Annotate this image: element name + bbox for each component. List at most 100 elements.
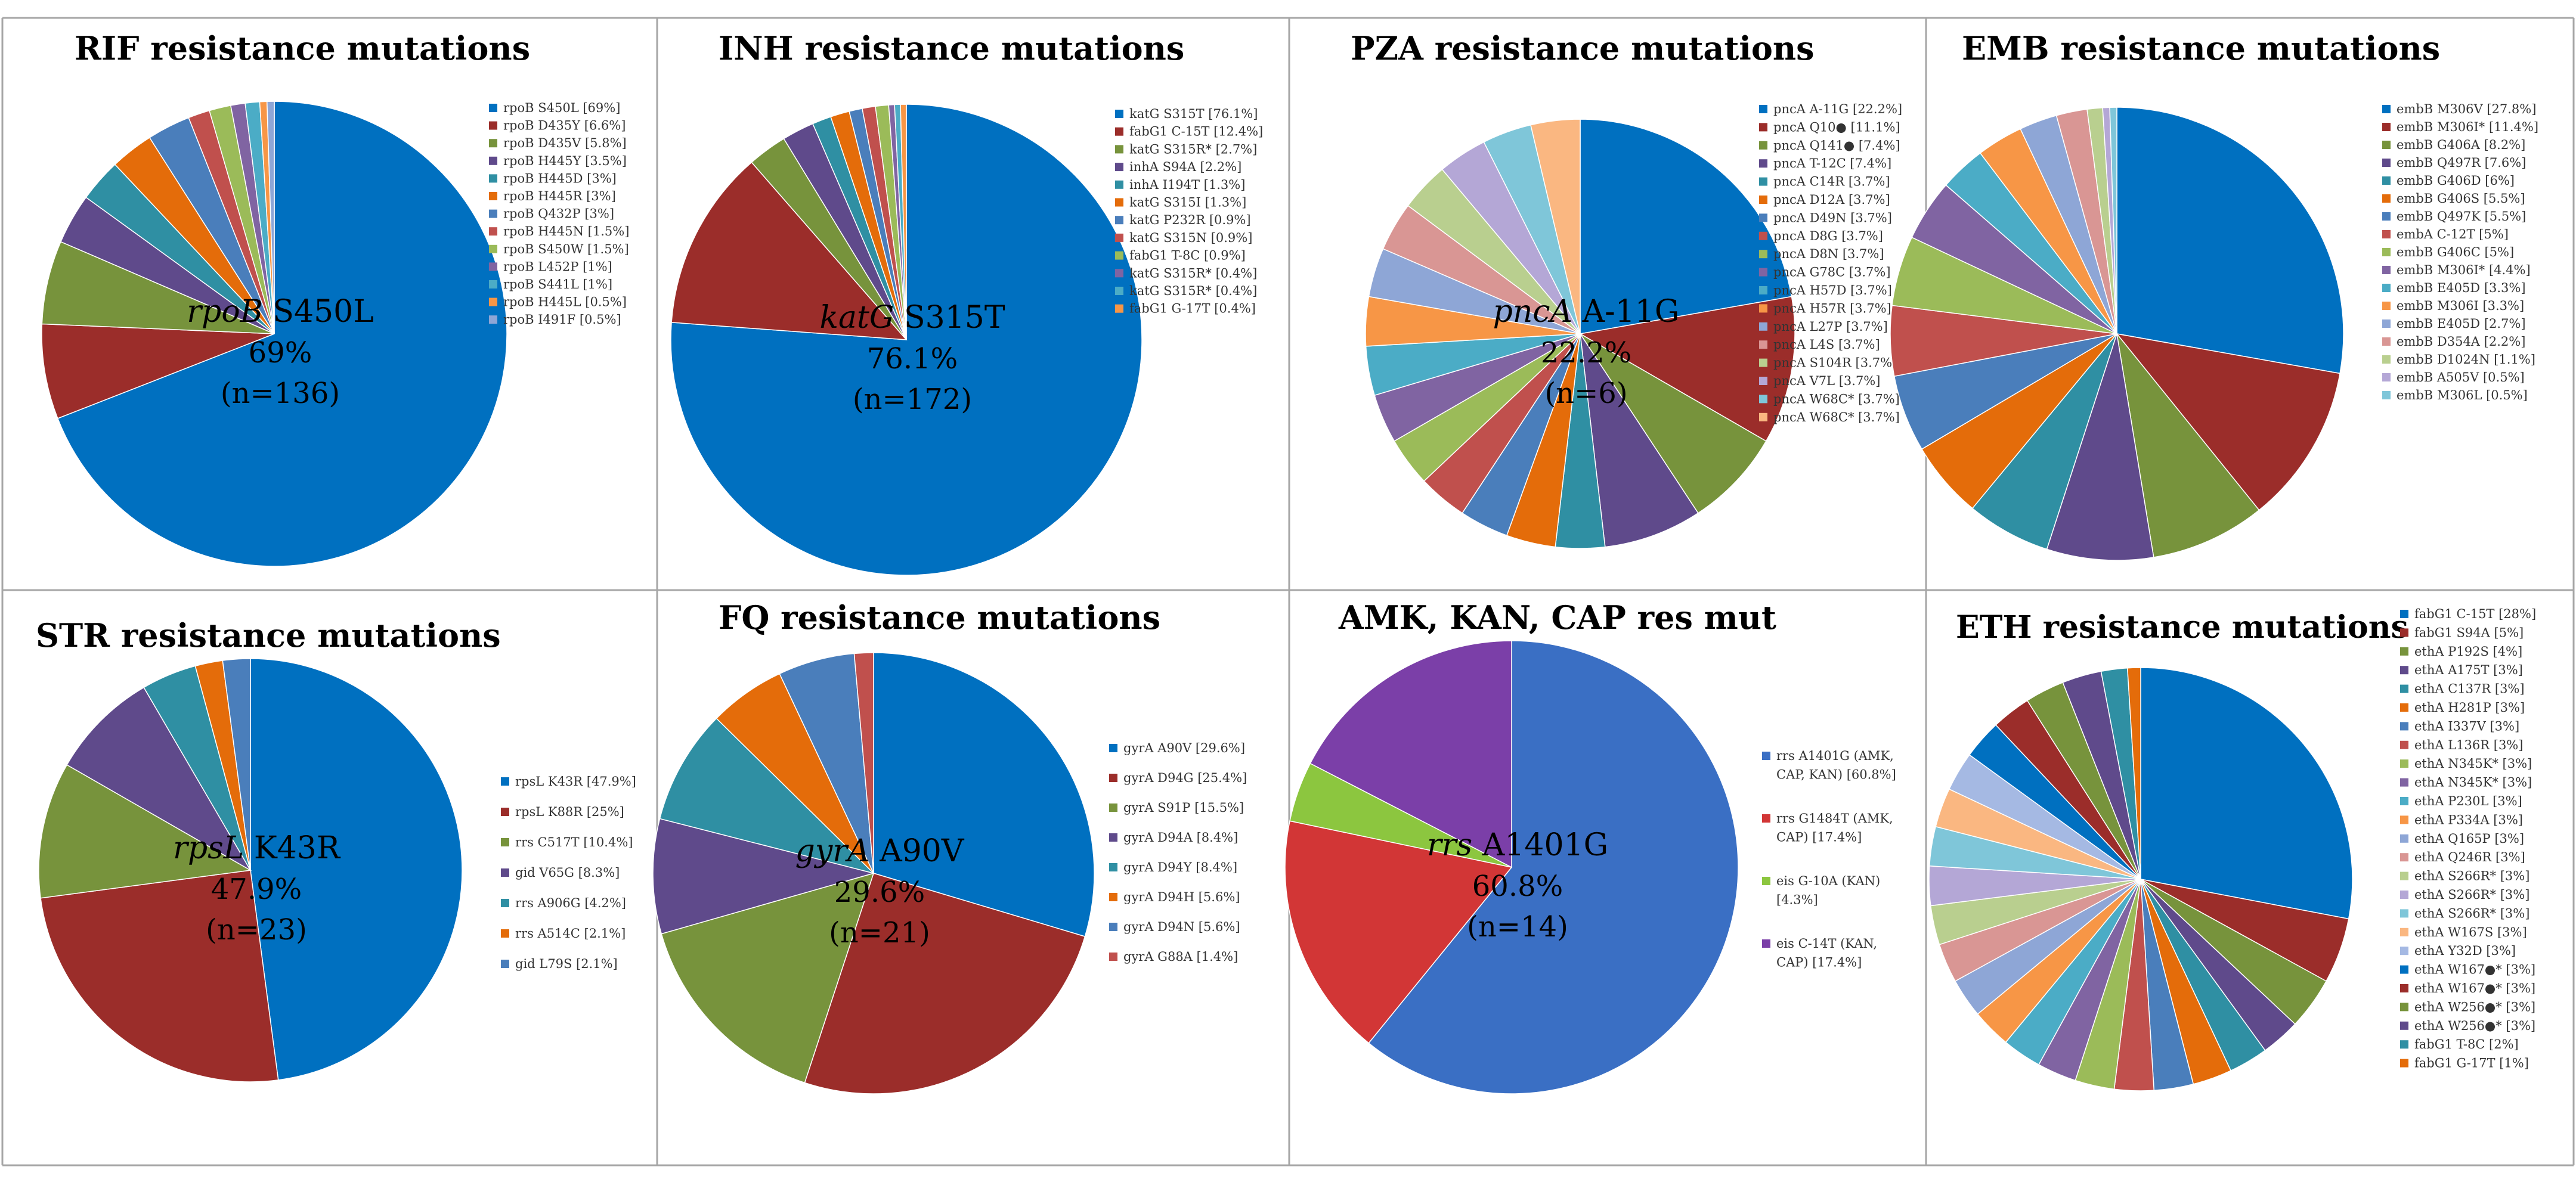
legend-entry: ethA Q246R [3%] bbox=[2414, 850, 2525, 864]
legend-entry: rrs G1484T (AMK, CAP) [17.4%] bbox=[1776, 811, 1893, 845]
legend-entry: embB M306I* [11.4%] bbox=[2397, 120, 2538, 134]
center-label-mutation: katG S315T bbox=[819, 300, 1005, 336]
legend-entry: eis C-14T (KAN, CAP) [17.4%] bbox=[1776, 936, 1877, 970]
legend-entry: inhA S94A [2.2%] bbox=[1129, 160, 1241, 174]
legend-entry: embB E405D [2.7%] bbox=[2397, 317, 2526, 331]
legend-entry: rpoB H445D [3%] bbox=[503, 171, 617, 185]
legend-entry: gyrA D94G [25.4%] bbox=[1123, 771, 1247, 785]
legend-entry: rrs A906G [4.2%] bbox=[515, 896, 626, 910]
legend-entry: rpoB I491F [0.5%] bbox=[503, 312, 621, 327]
legend-swatch bbox=[1115, 127, 1123, 136]
legend-swatch bbox=[2400, 1003, 2408, 1012]
legend-str: rpsL K43R [47.9%] rpsL K88R [25%] rrs C517… bbox=[501, 774, 636, 971]
pie-slice bbox=[1309, 640, 1512, 868]
legend-entry: gyrA D94Y [8.4%] bbox=[1123, 860, 1237, 874]
legend-entry: pncA W68C* [3.7%] bbox=[1773, 392, 1900, 406]
center-label-percent: 22.2% bbox=[1541, 336, 1631, 370]
legend-entry: ethA A175T [3%] bbox=[2414, 663, 2523, 677]
center-label-mutation: pncA A-11G bbox=[1493, 294, 1680, 330]
legend-swatch bbox=[489, 315, 497, 324]
legend-swatch bbox=[1115, 251, 1123, 260]
legend-entry: embB Q497R [7.6%] bbox=[2397, 156, 2526, 170]
legend-swatch bbox=[489, 139, 497, 148]
legend-entry: fabG1 T-8C [0.9%] bbox=[1129, 249, 1246, 263]
legend-swatch bbox=[2400, 1021, 2408, 1030]
legend-entry: rpoB D435V [5.8%] bbox=[503, 136, 627, 150]
pie-slice bbox=[873, 652, 1095, 938]
pie-slice bbox=[1580, 333, 1767, 514]
legend-swatch bbox=[2382, 284, 2391, 292]
legend-swatch bbox=[501, 929, 509, 938]
pie-slice bbox=[1580, 119, 1792, 334]
legend-swatch bbox=[1115, 180, 1123, 189]
legend-entry: gid V65G [8.3%] bbox=[515, 865, 620, 880]
legend-entry: ethA H281P [3%] bbox=[2414, 700, 2525, 715]
pie-slice bbox=[804, 873, 1086, 1094]
legend-entry: pncA Q10● [11.1%] bbox=[1773, 120, 1900, 134]
legend-pza: pncA A-11G [22.2%] pncA Q10● [11.1%] pncA … bbox=[1759, 102, 1902, 424]
legend-swatch bbox=[489, 121, 497, 130]
pie-slice bbox=[779, 653, 874, 874]
legend-entry: katG P232R [0.9%] bbox=[1129, 213, 1251, 227]
legend-swatch bbox=[489, 280, 497, 288]
panel-amk: AMK, KAN, CAP res mut rrs A1401G 60.8% (n=1… bbox=[1284, 598, 1896, 1094]
panel-title: PZA resistance mutations bbox=[1351, 29, 1815, 67]
pie-slice bbox=[2140, 667, 2353, 920]
pie-slice bbox=[2116, 333, 2340, 511]
legend-swatch bbox=[1762, 752, 1770, 760]
center-label: katG S315T 76.1% (n=172) bbox=[819, 300, 1005, 416]
legend-swatch bbox=[489, 297, 497, 306]
legend-entry: pncA H57D [3.7%] bbox=[1773, 283, 1892, 297]
center-label-percent: 69% bbox=[249, 336, 312, 370]
legend-entry: pncA S104R [3.7%] bbox=[1773, 356, 1897, 370]
center-label: rrs A1401G 60.8% (n=14) bbox=[1427, 827, 1608, 944]
legend-swatch bbox=[2400, 684, 2408, 693]
legend-swatch bbox=[1759, 268, 1767, 277]
panel-eth: ETH resistance mutations fabG1 C-15T [28%… bbox=[1928, 607, 2536, 1091]
legend-entry: rpoB H445Y [3.5%] bbox=[503, 154, 627, 168]
legend-swatch bbox=[2400, 815, 2408, 824]
center-label-percent: 60.8% bbox=[1472, 870, 1563, 903]
pie-str bbox=[38, 658, 463, 1082]
pie-amk bbox=[1284, 640, 1739, 1094]
legend-swatch bbox=[2382, 355, 2391, 364]
legend-entry: embB E405D [3.3%] bbox=[2397, 281, 2526, 295]
legend-entry: gyrA D94A [8.4%] bbox=[1123, 830, 1238, 845]
legend-swatch bbox=[2400, 759, 2408, 768]
legend-entry: pncA W68C* [3.7%] bbox=[1773, 410, 1900, 424]
legend-entry: gyrA S91P [15.5%] bbox=[1123, 801, 1244, 815]
legend-swatch bbox=[2400, 871, 2408, 880]
legend-entry: ethA P230L [3%] bbox=[2414, 794, 2522, 808]
legend-swatch bbox=[2382, 230, 2391, 238]
legend-swatch bbox=[2382, 302, 2391, 310]
legend-entry: fabG1 S94A [5%] bbox=[2414, 625, 2524, 640]
legend-swatch bbox=[2400, 666, 2408, 675]
legend-entry: ethA W167●* [3%] bbox=[2414, 963, 2535, 977]
legend-entry: fabG1 T-8C [2%] bbox=[2414, 1037, 2519, 1051]
legend-swatch bbox=[489, 209, 497, 218]
pie-slice bbox=[661, 872, 875, 1084]
legend-entry: katG S315R* [0.4%] bbox=[1129, 284, 1257, 298]
legend-entry: rpoB L452P [1%] bbox=[503, 259, 612, 274]
legend-swatch bbox=[1759, 304, 1767, 313]
legend-swatch bbox=[1759, 250, 1767, 259]
pie-slice bbox=[250, 658, 463, 1081]
legend-swatch bbox=[1109, 803, 1117, 812]
legend-swatch bbox=[2382, 373, 2391, 381]
center-label-n: (n=6) bbox=[1544, 377, 1627, 410]
legend-swatch bbox=[2400, 947, 2408, 955]
panel-pza: PZA resistance mutations pncA A-11G 22.2% (… bbox=[1351, 29, 1902, 549]
legend-swatch bbox=[501, 777, 509, 786]
pie-slice bbox=[1893, 333, 2117, 450]
legend-swatch bbox=[489, 227, 497, 236]
pie-slice bbox=[1921, 333, 2117, 509]
legend-entry: rpoB H445N [1.5%] bbox=[503, 224, 629, 238]
legend-swatch bbox=[1109, 953, 1117, 961]
legend-rif: rpoB S450L [69%] rpoB D435Y [6.6%] rpoB D4… bbox=[489, 101, 629, 327]
legend-entry: katG S315T [76.1%] bbox=[1129, 107, 1258, 121]
legend-swatch bbox=[489, 262, 497, 271]
pie-slice bbox=[659, 718, 875, 874]
legend-entry: ethA S266R* [3%] bbox=[2414, 888, 2529, 902]
legend-swatch bbox=[1762, 939, 1770, 948]
legend-swatch bbox=[2382, 123, 2391, 131]
